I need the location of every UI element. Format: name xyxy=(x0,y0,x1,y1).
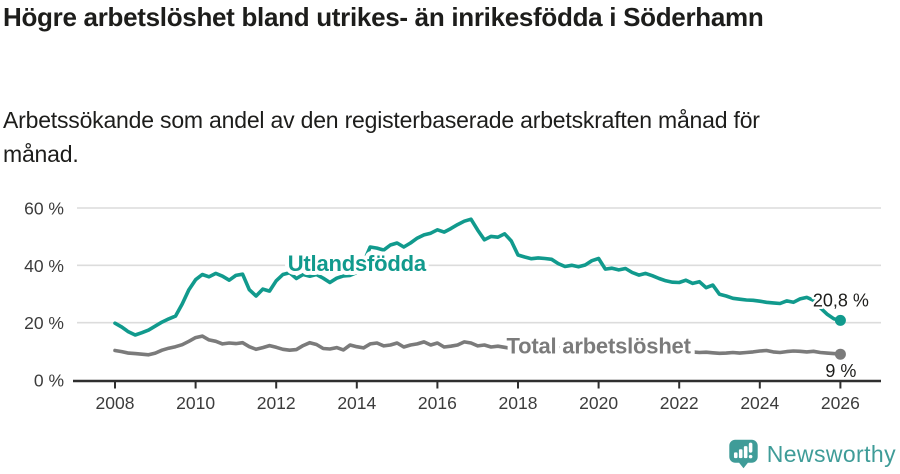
y-tick-label-0: 0 % xyxy=(34,371,64,391)
x-tick-label-2016: 2016 xyxy=(418,393,457,413)
x-tick-label-2024: 2024 xyxy=(740,393,779,413)
chart-subtitle: Arbetssökande som andel av den registerb… xyxy=(3,107,760,167)
y-tick-label-40: 40 % xyxy=(24,256,64,276)
series-line-total-arbetsloshet xyxy=(113,334,843,357)
series-end-label-utlandsfodda: 20,8 % xyxy=(813,290,869,310)
y-tick-label-20: 20 % xyxy=(24,313,64,333)
x-tick-label-2008: 2008 xyxy=(96,393,135,413)
series-end-dot-utlandsfodda xyxy=(834,314,846,326)
newsworthy-bar-chart-bubble-icon xyxy=(729,439,758,469)
x-tick-label-2022: 2022 xyxy=(660,393,699,413)
x-tick-label-2012: 2012 xyxy=(257,393,296,413)
newsworthy-logo[interactable]: Newsworthy xyxy=(727,437,896,471)
x-tick-label-2010: 2010 xyxy=(176,393,215,413)
chart-title: Högre arbetslöshet bland utrikes- än inr… xyxy=(3,2,764,32)
series-line-utlandsfodda xyxy=(113,217,843,337)
y-tick-label-60: 60 % xyxy=(24,198,64,218)
series-label-total-arbetsloshet: Total arbetslöshet xyxy=(506,333,691,358)
series-end-label-total-arbetsloshet: 9 % xyxy=(825,361,856,381)
x-tick-label-2014: 2014 xyxy=(337,393,376,413)
newsworthy-wordmark: Newsworthy xyxy=(766,440,896,467)
series-label-utlandsfodda: Utlandsfödda xyxy=(288,251,427,276)
x-tick-label-2020: 2020 xyxy=(579,393,618,413)
x-tick-label-2018: 2018 xyxy=(499,393,538,413)
x-tick-label-2026: 2026 xyxy=(821,393,860,413)
series-end-dot-total-arbetsloshet xyxy=(834,348,846,360)
